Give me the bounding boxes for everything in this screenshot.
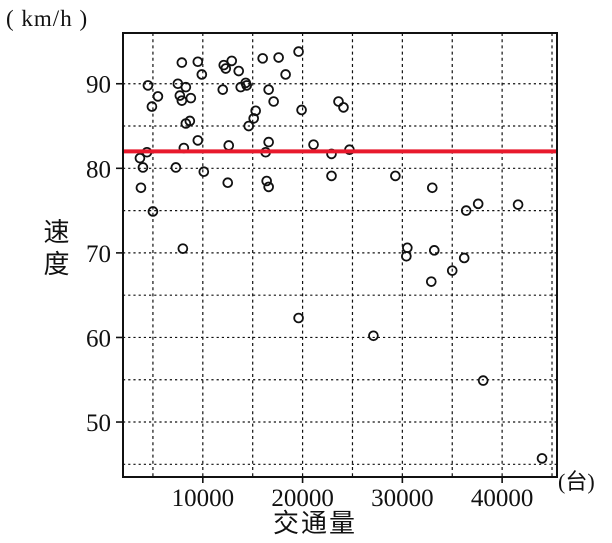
data-point bbox=[142, 80, 154, 91]
data-point bbox=[220, 63, 232, 74]
data-point bbox=[192, 135, 204, 146]
data-point bbox=[390, 170, 401, 182]
data-point bbox=[293, 46, 304, 57]
data-point bbox=[176, 57, 188, 68]
data-point bbox=[248, 113, 259, 124]
data-point bbox=[198, 166, 210, 177]
data-point bbox=[273, 52, 284, 63]
data-point bbox=[196, 69, 208, 80]
data-point bbox=[243, 120, 255, 132]
data-point bbox=[217, 84, 229, 95]
data-point bbox=[460, 205, 472, 216]
data-point bbox=[174, 90, 186, 101]
data-point bbox=[222, 177, 234, 188]
data-point bbox=[308, 139, 319, 150]
x-axis-unit-label: (台) bbox=[558, 469, 595, 494]
data-point bbox=[147, 206, 159, 217]
y-tick-label: 70 bbox=[86, 241, 111, 268]
data-point bbox=[401, 250, 412, 262]
data-point bbox=[137, 162, 149, 173]
y-axis-unit-label: ( km/h ) bbox=[6, 6, 89, 31]
data-point bbox=[192, 56, 204, 68]
data-point bbox=[134, 152, 146, 164]
data-point bbox=[152, 91, 164, 102]
data-point bbox=[263, 84, 274, 95]
data-point bbox=[257, 53, 268, 64]
data-point bbox=[338, 102, 349, 113]
data-point bbox=[428, 245, 440, 256]
y-tick-label: 60 bbox=[86, 325, 111, 352]
y-tick-label: 50 bbox=[86, 410, 111, 437]
data-point bbox=[263, 136, 274, 148]
data-point bbox=[326, 170, 337, 182]
data-point bbox=[177, 243, 189, 254]
data-point bbox=[426, 182, 438, 194]
data-point bbox=[170, 162, 182, 173]
y-axis-title: 速度 bbox=[40, 218, 69, 282]
data-point bbox=[135, 182, 147, 194]
x-tick-label: 30000 bbox=[371, 485, 434, 512]
data-point bbox=[472, 198, 484, 210]
data-point bbox=[180, 81, 192, 93]
data-point bbox=[233, 65, 245, 77]
data-point bbox=[425, 276, 437, 287]
data-point bbox=[368, 330, 379, 342]
data-point bbox=[296, 104, 307, 116]
x-tick-label: 20000 bbox=[271, 485, 334, 512]
data-point bbox=[268, 96, 279, 107]
data-point bbox=[241, 80, 253, 91]
data-point bbox=[184, 115, 196, 127]
plot-border bbox=[122, 32, 558, 478]
data-point bbox=[280, 69, 291, 80]
data-point bbox=[402, 242, 413, 254]
data-point bbox=[293, 312, 304, 324]
data-point bbox=[185, 92, 197, 104]
data-point bbox=[512, 199, 524, 210]
x-tick-label: 40000 bbox=[471, 485, 534, 512]
x-axis-title: 交通量 bbox=[272, 509, 357, 538]
y-tick-label: 80 bbox=[86, 156, 111, 183]
y-tick-label: 90 bbox=[86, 72, 111, 99]
data-point bbox=[536, 453, 548, 464]
data-point bbox=[458, 252, 470, 264]
data-point bbox=[446, 265, 458, 276]
data-point bbox=[226, 55, 238, 67]
data-point bbox=[146, 101, 158, 112]
x-tick-label: 10000 bbox=[172, 485, 235, 512]
data-point bbox=[333, 96, 344, 107]
data-point bbox=[261, 175, 272, 187]
data-point bbox=[477, 375, 489, 386]
data-point bbox=[263, 181, 274, 193]
data-point bbox=[223, 140, 235, 151]
